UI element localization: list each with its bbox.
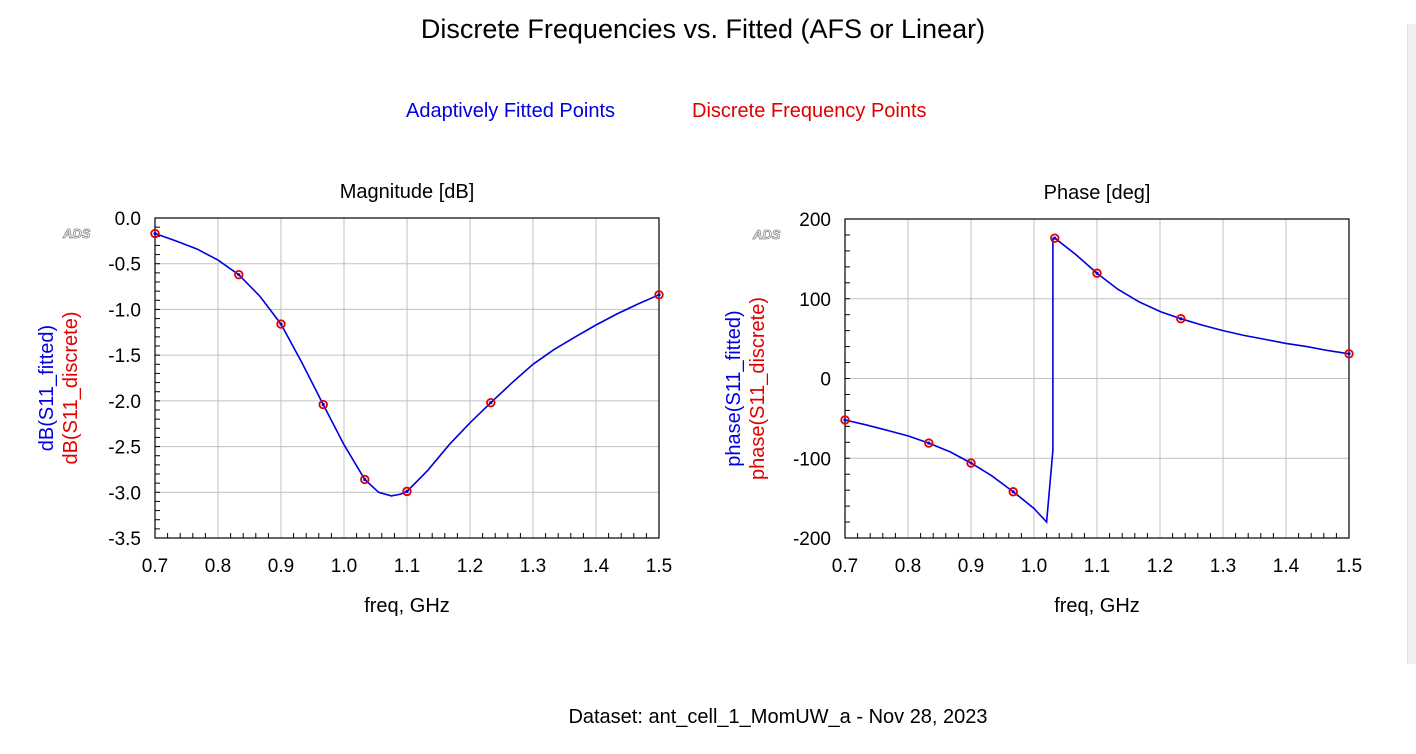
phase-discrete-point — [1176, 313, 1186, 324]
magnitude-discrete-point — [276, 319, 286, 329]
phase-plot-title: Phase [deg] — [1044, 182, 1151, 204]
magnitude-x-tick-label: 1.0 — [331, 556, 357, 577]
magnitude-y-tick-label: -1.0 — [108, 300, 141, 321]
magnitude-x-tick-label: 1.4 — [583, 556, 610, 577]
magnitude-x-tick-label: 1.1 — [394, 556, 420, 577]
phase-fitted-point — [1095, 271, 1099, 275]
magnitude-discrete-point — [150, 228, 160, 239]
phase-y-tick-label: 0 — [820, 370, 831, 391]
phase-x-tick-label: 1.5 — [1336, 556, 1362, 577]
phase-y-axis-label-fitted: phase(S11_fitted) — [723, 310, 745, 466]
magnitude-x-tick-label: 0.8 — [205, 556, 231, 577]
legend-fitted: Adaptively Fitted Points — [406, 100, 615, 122]
phase-x-tick-label: 1.0 — [1021, 556, 1047, 577]
magnitude-ads-watermark: ADS — [62, 226, 91, 241]
phase-ads-watermark: ADS — [752, 227, 781, 242]
phase-fitted-point — [1347, 352, 1351, 356]
magnitude-x-tick-label: 0.9 — [268, 556, 294, 577]
phase-plot-frame — [844, 218, 1350, 539]
magnitude-plot-title: Magnitude [dB] — [340, 181, 475, 203]
phase-x-tick-label: 0.8 — [895, 556, 921, 577]
magnitude-discrete-point — [654, 290, 664, 300]
magnitude-x-tick-label: 1.2 — [457, 556, 483, 577]
phase-fitted-point — [1179, 317, 1183, 321]
magnitude-discrete-point — [318, 399, 328, 410]
phase-y-tick-label: -100 — [793, 449, 831, 470]
magnitude-y-tick-label: -1.5 — [108, 346, 141, 367]
phase-x-tick-label: 1.2 — [1147, 556, 1173, 577]
phase-x-tick-label: 0.9 — [958, 556, 984, 577]
magnitude-y-tick-label: -3.0 — [108, 483, 141, 504]
vertical-scrollbar[interactable] — [1407, 24, 1416, 664]
phase-y-tick-label: 200 — [799, 210, 831, 231]
legend-discrete: Discrete Frequency Points — [692, 100, 927, 122]
phase-x-tick-label: 1.3 — [1210, 556, 1236, 577]
phase-y-tick-label: 100 — [799, 290, 831, 311]
magnitude-fitted-point — [237, 273, 241, 277]
magnitude-x-tick-label: 1.5 — [646, 556, 672, 577]
magnitude-discrete-point — [486, 397, 496, 408]
phase-discrete-point — [1008, 487, 1018, 497]
magnitude-y-tick-label: 0.0 — [115, 209, 141, 230]
phase-fitted-point — [927, 441, 931, 445]
magnitude-plot: 0.7 0.8 0.9 1.0 1.1 1.2 1.3 1.4 1.5 0.0 -0.5 -1.0 -1… — [36, 181, 672, 617]
phase-x-axis-label: freq, GHz — [1054, 595, 1140, 617]
magnitude-y-axis-label-fitted: dB(S11_fitted) — [36, 325, 58, 451]
phase-discrete-point — [966, 458, 976, 468]
phase-discrete-point — [1344, 349, 1354, 359]
phase-discrete-point — [1050, 233, 1060, 243]
magnitude-x-tick-label: 1.3 — [520, 556, 546, 577]
magnitude-discrete-point — [360, 474, 370, 485]
phase-fitted-point — [1011, 490, 1015, 494]
magnitude-x-tick-label: 0.7 — [142, 556, 168, 577]
magnitude-fitted-point — [405, 489, 409, 493]
magnitude-fitted-point — [153, 231, 157, 236]
phase-x-tick-label: 1.1 — [1084, 556, 1110, 577]
magnitude-fitted-point — [363, 477, 367, 482]
dataset-footer: Dataset: ant_cell_1_MomUW_a - Nov 28, 20… — [568, 706, 988, 728]
chart-main-title: Discrete Frequencies vs. Fitted (AFS or … — [420, 14, 986, 44]
phase-discrete-point — [924, 438, 934, 448]
magnitude-x-axis-label: freq, GHz — [364, 595, 450, 617]
magnitude-y-tick-label: -0.5 — [108, 255, 141, 276]
phase-grid — [844, 218, 1350, 539]
phase-plot: 0.7 0.8 0.9 1.0 1.1 1.2 1.3 1.4 1.5 200 100 0 -100 -2… — [723, 182, 1362, 617]
magnitude-fitted-point — [321, 402, 325, 407]
phase-fitted-point — [843, 418, 847, 422]
phase-x-tick-label: 1.4 — [1273, 556, 1300, 577]
magnitude-plot-frame — [154, 217, 660, 539]
magnitude-y-tick-label: -2.5 — [108, 438, 141, 459]
magnitude-y-tick-label: -2.0 — [108, 392, 141, 413]
phase-discrete-point — [1092, 268, 1102, 278]
phase-x-tick-label: 0.7 — [832, 556, 858, 577]
magnitude-discrete-point — [402, 486, 412, 497]
phase-y-axis-label-discrete: phase(S11_discrete) — [747, 297, 769, 480]
magnitude-y-axis-label-discrete: dB(S11_discrete) — [60, 311, 82, 464]
magnitude-fitted-line — [154, 232, 660, 497]
magnitude-fitted-point — [489, 401, 493, 405]
magnitude-discrete-point — [234, 269, 244, 280]
magnitude-fitted-point — [279, 322, 283, 326]
magnitude-y-tick-label: -3.5 — [108, 529, 141, 550]
phase-fitted-point — [1053, 236, 1057, 240]
phase-discrete-point — [840, 415, 850, 425]
magnitude-fitted-point — [657, 293, 661, 297]
phase-y-tick-label: -200 — [793, 529, 831, 550]
phase-fitted-point — [969, 461, 973, 465]
